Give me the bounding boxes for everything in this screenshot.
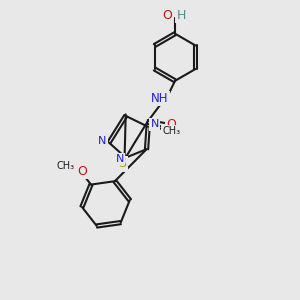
Text: O: O xyxy=(77,165,87,178)
Text: N: N xyxy=(98,136,107,146)
Text: NH: NH xyxy=(151,92,169,105)
Text: CH₃: CH₃ xyxy=(57,161,75,171)
Text: CH₃: CH₃ xyxy=(163,126,181,136)
Text: O: O xyxy=(166,118,176,131)
Text: H: H xyxy=(177,9,186,22)
Text: O: O xyxy=(162,9,172,22)
Text: S: S xyxy=(118,157,126,170)
Text: N: N xyxy=(150,119,159,129)
Text: N: N xyxy=(116,154,124,164)
